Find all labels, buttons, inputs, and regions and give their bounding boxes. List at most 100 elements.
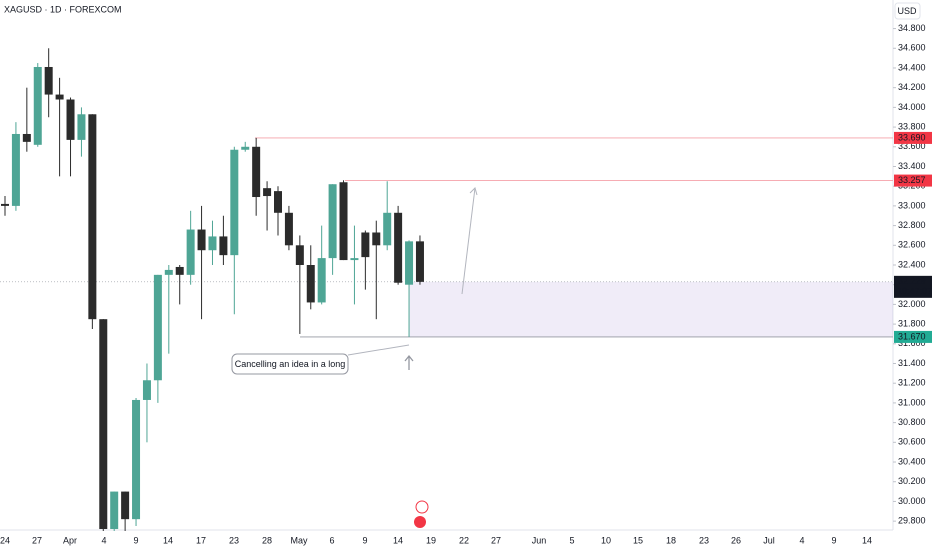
candle-body <box>55 94 64 100</box>
x-tick-label: May <box>290 535 308 545</box>
x-tick-label: 26 <box>731 535 741 545</box>
candle-body <box>164 269 173 275</box>
y-tick-label: 30.400 <box>898 456 926 466</box>
candle-body <box>350 258 359 261</box>
y-tick-label: 33.600 <box>898 141 926 151</box>
candle-body <box>317 258 326 303</box>
price-tag-label: 32.229 <box>898 276 926 286</box>
x-tick-label: 9 <box>133 535 138 545</box>
chart-title: XAGUSD · 1D · FOREXCOM <box>4 4 122 14</box>
candle-body <box>263 188 272 197</box>
x-tick-label: 14 <box>393 535 403 545</box>
candle-body <box>197 229 206 251</box>
x-tick-label: 4 <box>799 535 804 545</box>
arrow-line <box>461 187 476 295</box>
y-tick-label: 32.000 <box>898 299 926 309</box>
candle-body <box>88 114 97 320</box>
x-tick-label: 19 <box>426 535 436 545</box>
candle-body <box>339 182 348 261</box>
candle-body <box>77 114 86 140</box>
x-tick-label: 22 <box>459 535 469 545</box>
currency-button[interactable] <box>894 2 921 20</box>
x-tick-label: 28 <box>262 535 272 545</box>
y-tick-label: 30.200 <box>898 476 926 486</box>
flag-icon[interactable] <box>414 516 426 528</box>
candle-body <box>121 491 130 520</box>
x-tick-label: Jun <box>532 535 547 545</box>
candle-body <box>175 266 184 275</box>
candle-body <box>66 99 75 140</box>
x-tick-label: Jul <box>763 535 775 545</box>
y-tick-label: 34.200 <box>898 82 926 92</box>
candle-body <box>361 232 370 258</box>
y-tick-label: 31.800 <box>898 318 926 328</box>
x-tick-label: 9 <box>362 535 367 545</box>
candle-body <box>372 232 381 246</box>
y-tick-label: 30.600 <box>898 437 926 447</box>
candle-body <box>208 236 217 251</box>
candle-body <box>99 319 108 530</box>
zone <box>409 281 893 337</box>
x-tick-label: 24 <box>0 535 10 545</box>
x-tick-label: 14 <box>862 535 872 545</box>
x-tick-label: 9 <box>831 535 836 545</box>
x-tick-label: 15 <box>633 535 643 545</box>
y-tick-label: 34.000 <box>898 102 926 112</box>
x-tick-label: 18 <box>666 535 676 545</box>
price-tag <box>894 174 932 187</box>
candle-body <box>230 149 239 256</box>
y-tick-label: 33.800 <box>898 121 926 131</box>
candle-body <box>306 265 315 303</box>
candle-body <box>295 245 304 265</box>
y-tick-label: 31.000 <box>898 397 926 407</box>
candle-body <box>394 212 403 283</box>
candle-body <box>241 146 250 150</box>
y-tick-label: 34.400 <box>898 62 926 72</box>
x-tick-label: 27 <box>32 535 42 545</box>
y-tick-label: 30.800 <box>898 417 926 427</box>
y-tick-label: 32.800 <box>898 220 926 230</box>
annotation: Cancelling an idea in a long <box>235 359 346 369</box>
y-tick-label: 31.200 <box>898 378 926 388</box>
y-tick-label: 32.600 <box>898 240 926 250</box>
x-tick-label: 6 <box>329 535 334 545</box>
currency: USD <box>897 6 917 16</box>
candle-body <box>219 236 228 256</box>
price-tag-label: 33.257 <box>898 175 926 185</box>
y-tick-label: 31.600 <box>898 338 926 348</box>
candle-body <box>405 241 414 285</box>
candle-body <box>132 399 141 520</box>
y-tick-label: 33.400 <box>898 161 926 171</box>
arrow-head <box>469 187 478 196</box>
y-tick-label: 31.400 <box>898 358 926 368</box>
countdown: 10:47:07 <box>897 286 932 296</box>
candle-body <box>274 191 282 213</box>
event-icon[interactable] <box>415 500 429 514</box>
candle-body <box>22 133 31 142</box>
candle-body <box>142 380 151 400</box>
candle-body <box>110 491 119 530</box>
x-tick-label: 17 <box>196 535 206 545</box>
candle-body <box>33 66 42 145</box>
candle-body <box>383 212 392 246</box>
candle-body <box>328 184 337 259</box>
x-tick-label: 4 <box>101 535 106 545</box>
y-tick-label: 29.800 <box>898 516 926 526</box>
candle-body <box>153 274 162 381</box>
price-tag <box>894 275 932 298</box>
price-tag <box>894 131 932 144</box>
x-tick-label: 5 <box>569 535 574 545</box>
price-tag <box>894 330 932 343</box>
up-arrow <box>404 354 414 370</box>
y-tick-label: 34.600 <box>898 43 926 53</box>
price-tag-label: 31.670 <box>898 331 926 341</box>
callout-box <box>231 353 349 375</box>
x-tick-label: 14 <box>163 535 173 545</box>
x-tick-label: 27 <box>491 535 501 545</box>
y-tick-label: 33.000 <box>898 200 926 210</box>
callout-line <box>347 344 410 356</box>
y-tick-label: 32.400 <box>898 259 926 269</box>
price-tag-label: 33.690 <box>898 132 926 142</box>
candle-body <box>415 241 424 282</box>
